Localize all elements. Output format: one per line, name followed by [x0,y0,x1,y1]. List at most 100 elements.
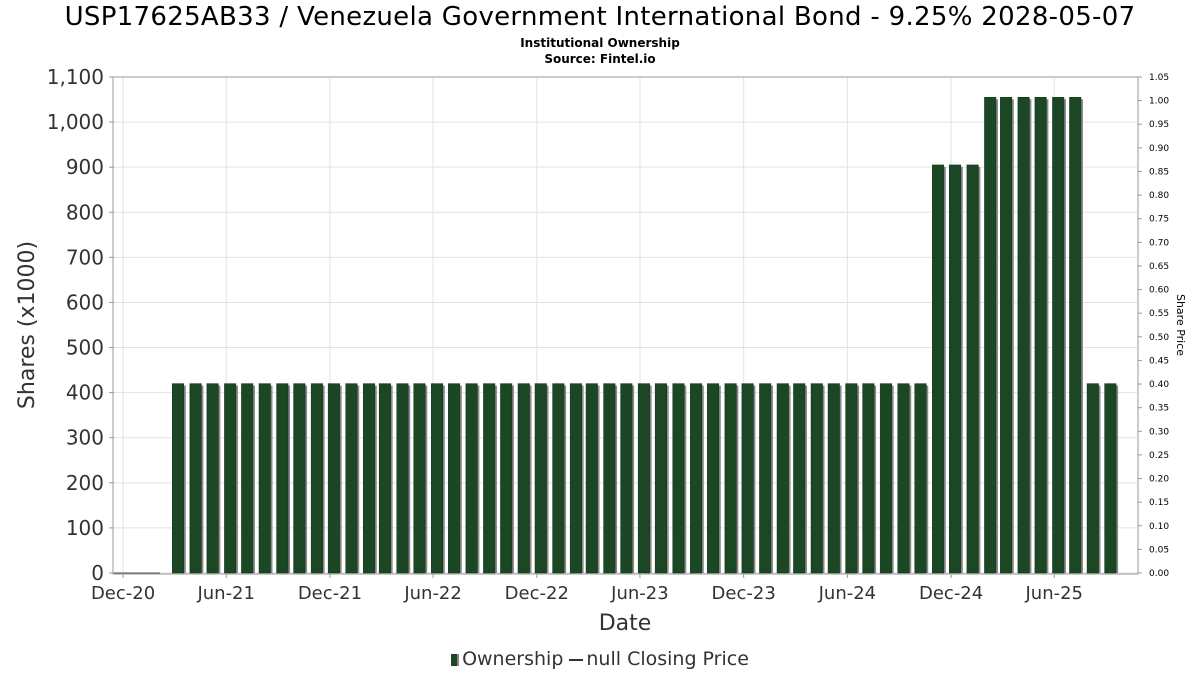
x-tick-label: Jun-22 [403,583,462,604]
y-tick-label: 1,000 [47,110,104,134]
bar [465,383,478,574]
x-tick-label: Dec-21 [298,583,362,604]
y2-tick-label: 0.55 [1149,309,1169,319]
x-tick-label: Jun-23 [610,583,669,604]
y-axis-title: Shares (x1000) [15,241,40,409]
bar [620,383,633,574]
bar [189,383,202,574]
bar [1086,383,1099,574]
bar [534,383,547,574]
bar [585,383,598,574]
x-tick-label: Jun-24 [818,583,877,604]
bar [310,383,323,574]
x-tick-label: Dec-23 [712,583,776,604]
y-tick-label: 0 [91,561,104,585]
bar [1017,97,1030,574]
y-tick-label: 400 [66,381,104,405]
y2-tick-label: 0.10 [1149,522,1169,532]
y2-tick-label: 0.75 [1149,215,1169,225]
bar [966,164,979,574]
bar [517,383,530,574]
bar [827,383,840,574]
y2-tick-label: 0.35 [1149,404,1169,414]
bar [897,383,910,574]
y2-tick-label: 0.45 [1149,356,1169,366]
y-tick-label: 700 [66,245,104,269]
y2-tick-label: 0.00 [1149,569,1169,579]
y2-tick-label: 0.30 [1149,427,1169,437]
bar [206,383,219,574]
bar [776,383,789,574]
bar [654,383,667,574]
bar [1069,97,1082,574]
bar [327,383,340,574]
bar [724,383,737,574]
chart-title: USP17625AB33 / Venezuela Government Inte… [64,2,1136,32]
bar [1000,97,1013,574]
bar [224,383,237,574]
x-axis: Dec-20 Jun-21 Dec-21 Jun-22 Dec-22 Jun-23 Dec-… [91,573,1083,604]
bar [672,383,685,574]
bar [569,383,582,574]
y-tick-label: 100 [66,516,104,540]
y-tick-label: 600 [66,290,104,314]
bar [396,383,409,574]
y2-tick-label: 0.05 [1149,545,1169,555]
y-tick-label: 500 [66,336,104,360]
bars-group [172,97,1119,574]
bar [552,383,565,574]
legend: Ownership null Closing Price [0,648,1200,670]
bar [759,383,772,574]
x-tick-label: Jun-21 [196,583,255,604]
bar [431,383,444,574]
legend-price-swatch [569,658,584,661]
y2-tick-label: 0.60 [1149,286,1169,296]
legend-ownership-label: Ownership [462,648,564,670]
bar [793,383,806,574]
y2-tick-label: 0.95 [1149,120,1169,130]
bar [690,383,703,574]
bar [363,383,376,574]
chart-source: Source: Fintel.io [544,52,656,66]
y-tick-label: 200 [66,471,104,495]
y2-tick-label: 1.00 [1149,97,1169,107]
bar [276,383,289,574]
y2-tick-label: 0.70 [1149,238,1169,248]
y2-tick-label: 1.05 [1149,73,1169,83]
bar [1052,97,1065,574]
bar [1034,97,1047,574]
bar [741,383,754,574]
x-tick-label: Dec-24 [919,583,983,604]
bar [378,383,391,574]
bar [448,383,461,574]
y2-axis-title: Share Price [1174,294,1187,356]
bar [707,383,720,574]
bar [241,383,254,574]
bar [845,383,858,574]
bar [810,383,823,574]
y2-tick-label: 0.40 [1149,380,1169,390]
y2-tick-label: 0.85 [1149,167,1169,177]
x-tick-label: Dec-20 [91,583,155,604]
y-axis-left: 0 100 200 300 400 500 600 700 800 900 1,000 1,100 [47,65,114,585]
bar [914,383,927,574]
y-tick-label: 900 [66,155,104,179]
bar [984,97,997,574]
x-tick-label: Dec-22 [505,583,569,604]
bar [603,383,616,574]
bar [258,383,271,574]
y-tick-label: 800 [66,200,104,224]
bar [500,383,513,574]
chart-subtitle: Institutional Ownership [520,36,680,50]
bar [172,383,185,574]
bar [345,383,358,574]
y2-tick-label: 0.50 [1149,333,1169,343]
y-tick-label: 300 [66,426,104,450]
y-tick-label: 1,100 [47,65,104,89]
y2-tick-label: 0.90 [1149,144,1169,154]
x-axis-title: Date [599,611,652,636]
y-axis-right: 0.00 0.05 0.10 0.15 0.20 0.25 0.30 0.35 0.40 0.45… [1138,73,1169,579]
plot-frame [112,76,1139,575]
y2-tick-label: 0.15 [1149,498,1169,508]
